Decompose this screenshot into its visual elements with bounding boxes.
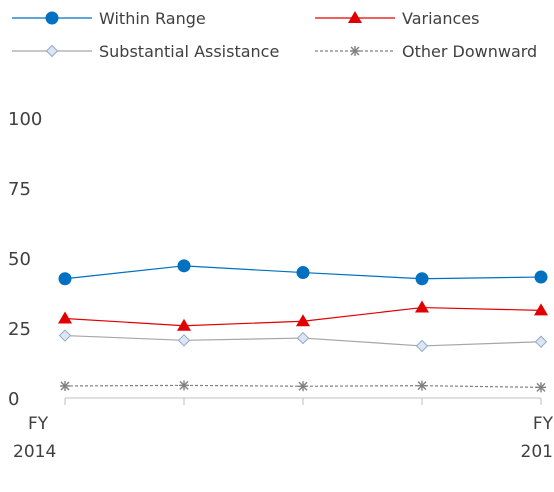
legend-marker xyxy=(45,11,59,25)
data-point xyxy=(179,380,189,391)
data-point xyxy=(534,303,548,316)
x-tick-label: FY xyxy=(533,414,554,434)
data-point xyxy=(415,300,429,313)
legend-item-variances: Variances xyxy=(315,9,479,28)
data-point xyxy=(296,266,310,280)
data-point xyxy=(534,270,548,284)
y-tick-label: 50 xyxy=(8,249,31,270)
data-point xyxy=(296,331,310,345)
series-variances xyxy=(58,300,548,331)
plot-area xyxy=(58,259,548,393)
legend-label: Substantial Assistance xyxy=(99,42,279,61)
series-line xyxy=(64,384,542,388)
data-point xyxy=(298,381,308,392)
x-tick-label: 2014 xyxy=(13,442,56,462)
x-tick-label: 201 xyxy=(521,442,553,462)
data-point xyxy=(534,335,548,348)
y-tick-label: 100 xyxy=(8,109,42,130)
data-point xyxy=(177,259,191,273)
series-substantial-assistance xyxy=(58,329,548,353)
series-within-range xyxy=(58,259,548,286)
data-point xyxy=(177,334,191,347)
data-point xyxy=(417,380,427,391)
y-tick-label: 25 xyxy=(8,319,31,340)
data-point xyxy=(415,339,429,353)
legend-item-within-range: Within Range xyxy=(12,9,206,28)
x-axis: FY 2014 FY 201 xyxy=(13,397,554,462)
y-tick-label: 0 xyxy=(8,389,19,410)
y-axis: 0 25 50 75 100 xyxy=(8,109,42,410)
data-point xyxy=(60,380,70,391)
data-point xyxy=(58,272,72,286)
series-other-downward xyxy=(60,380,546,393)
data-point xyxy=(536,382,546,393)
data-point xyxy=(58,329,72,342)
legend-item-other-downward: Other Downward xyxy=(315,42,537,61)
legend-marker xyxy=(350,46,360,56)
legend-label: Other Downward xyxy=(402,42,537,61)
x-tick-label: FY xyxy=(28,414,49,434)
legend-marker xyxy=(45,44,59,58)
data-point xyxy=(296,314,310,327)
data-point xyxy=(415,272,429,286)
legend-item-substantial-assistance: Substantial Assistance xyxy=(12,42,279,61)
data-point xyxy=(58,311,72,324)
data-point xyxy=(177,318,191,331)
legend-label: Variances xyxy=(402,9,479,28)
legend: Within Range Variances Substantial Assista… xyxy=(12,9,537,61)
legend-label: Within Range xyxy=(99,9,206,28)
y-tick-label: 75 xyxy=(8,179,31,200)
legend-marker xyxy=(348,11,362,23)
